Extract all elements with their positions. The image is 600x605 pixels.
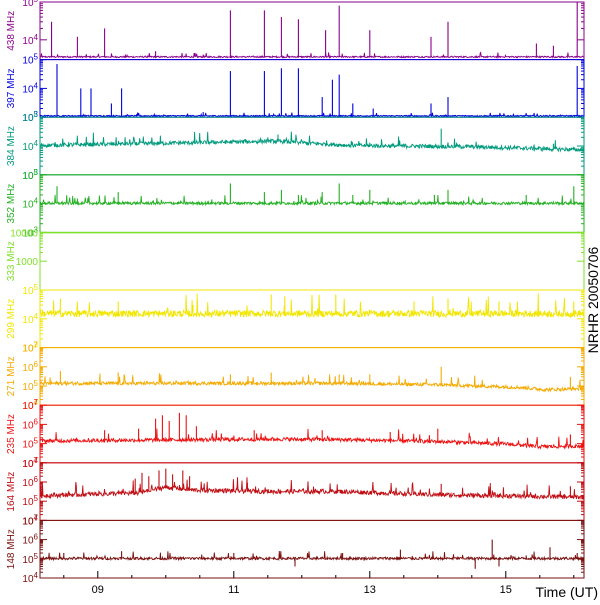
observatory-date-label: NRHR 20050706 <box>585 246 600 353</box>
frequency-label-148-mhz: 148 MHz <box>6 529 17 569</box>
series-line-271-mhz <box>39 373 585 393</box>
series-line-148-mhz <box>39 550 585 562</box>
series-line-384-mhz <box>39 131 585 153</box>
frequency-label-352-mhz: 352 MHz <box>6 184 17 224</box>
series-line-235-mhz <box>39 428 585 450</box>
series-line-397-mhz <box>39 112 585 118</box>
series-line-164-mhz <box>39 477 585 501</box>
y-tick-label: 1000 <box>16 257 39 268</box>
x-tick-label: 09 <box>92 584 104 596</box>
frequency-label-384-mhz: 384 MHz <box>6 126 17 166</box>
frequency-label-438-mhz: 438 MHz <box>6 11 17 51</box>
frequency-label-333-mhz: 333 MHz <box>6 241 17 281</box>
series-line-352-mhz <box>39 194 585 207</box>
time-axis: 09 11 13 15 <box>63 571 575 596</box>
y-tick-label: 105 <box>22 0 38 9</box>
series-line-299-mhz <box>39 293 585 319</box>
x-tick-label: 15 <box>500 584 512 596</box>
x-tick-label: 13 <box>364 584 376 596</box>
y-tick-label: 10000 <box>10 228 38 239</box>
series-line-438-mhz <box>39 51 585 59</box>
x-axis-label: Time (UT) <box>536 584 598 600</box>
frequency-label-164-mhz: 164 MHz <box>6 472 17 512</box>
x-tick-label: 11 <box>228 584 239 596</box>
frequency-label-397-mhz: 397 MHz <box>6 68 17 108</box>
frequency-label-299-mhz: 299 MHz <box>6 299 17 339</box>
frequency-label-271-mhz: 271 MHz <box>6 356 17 396</box>
frequency-label-235-mhz: 235 MHz <box>6 414 17 454</box>
